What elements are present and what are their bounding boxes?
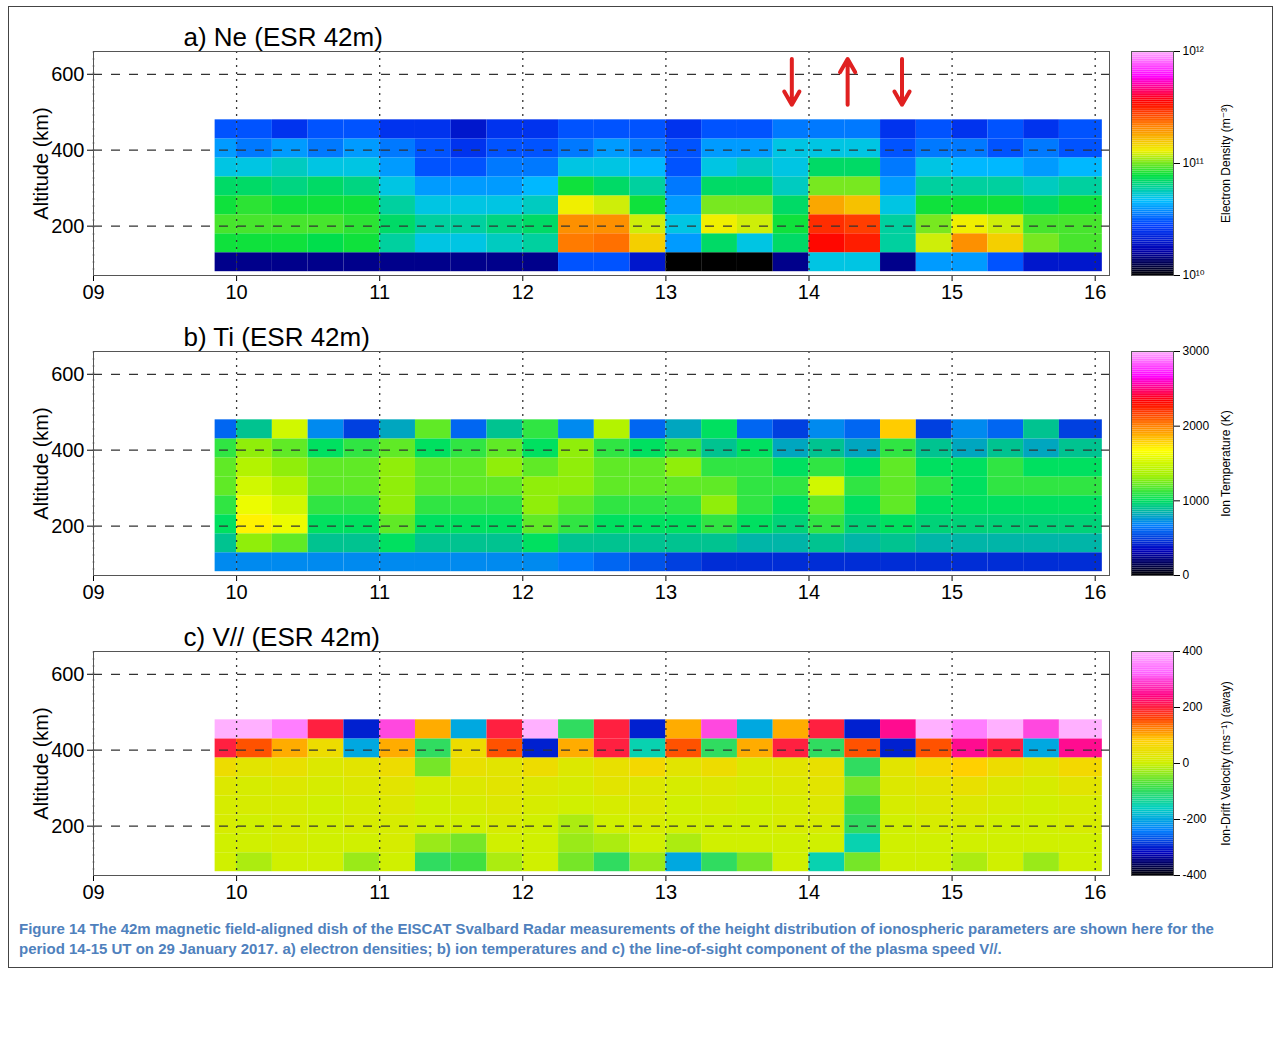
svg-text:Ion-Drift Velocity (ms⁻¹) (awa: Ion-Drift Velocity (ms⁻¹) (away) (1219, 681, 1233, 845)
svg-text:200: 200 (51, 515, 84, 537)
svg-text:-400: -400 (1183, 868, 1207, 882)
svg-text:13: 13 (655, 281, 677, 303)
svg-text:10¹⁰: 10¹⁰ (1183, 268, 1205, 282)
svg-text:16: 16 (1084, 881, 1106, 903)
svg-text:400: 400 (51, 139, 84, 161)
svg-text:400: 400 (51, 739, 84, 761)
svg-text:15: 15 (941, 881, 963, 903)
svg-text:Altitude (km): Altitude (km) (30, 707, 52, 819)
svg-text:10: 10 (225, 581, 247, 603)
svg-text:1000: 1000 (1183, 494, 1210, 508)
svg-text:3000: 3000 (1183, 344, 1210, 358)
svg-text:Electron Density (m⁻³): Electron Density (m⁻³) (1219, 104, 1233, 223)
svg-text:2000: 2000 (1183, 419, 1210, 433)
svg-text:600: 600 (51, 663, 84, 685)
svg-text:600: 600 (51, 63, 84, 85)
svg-text:14: 14 (798, 281, 820, 303)
svg-text:200: 200 (51, 815, 84, 837)
svg-text:10¹¹: 10¹¹ (1183, 156, 1204, 170)
svg-text:12: 12 (512, 281, 534, 303)
svg-text:400: 400 (1183, 644, 1203, 658)
svg-text:b) Ti (ESR 42m): b) Ti (ESR 42m) (184, 322, 370, 352)
svg-text:13: 13 (655, 581, 677, 603)
svg-text:Ion Temperature (K): Ion Temperature (K) (1219, 410, 1233, 517)
svg-text:11: 11 (369, 881, 390, 903)
svg-text:600: 600 (51, 363, 84, 385)
html-text:Figure 14 The 42m magnetic fie: Figure 14 The 42m magnetic field-aligned… (19, 920, 1214, 957)
svg-text:c) V// (ESR 42m): c) V// (ESR 42m) (184, 622, 380, 652)
svg-text:16: 16 (1084, 581, 1106, 603)
svg-text:09: 09 (82, 281, 104, 303)
svg-text:Altitude (km): Altitude (km) (30, 407, 52, 519)
svg-text:0: 0 (1183, 568, 1190, 582)
svg-text:10¹²: 10¹² (1183, 44, 1204, 58)
svg-text:11: 11 (369, 581, 390, 603)
svg-text:400: 400 (51, 439, 84, 461)
svg-text:200: 200 (1183, 700, 1203, 714)
svg-text:200: 200 (51, 215, 84, 237)
svg-text:0: 0 (1183, 756, 1190, 770)
svg-text:12: 12 (512, 881, 534, 903)
svg-text:-200: -200 (1183, 812, 1207, 826)
svg-text:11: 11 (369, 281, 390, 303)
svg-text:12: 12 (512, 581, 534, 603)
svg-text:09: 09 (82, 881, 104, 903)
svg-text:14: 14 (798, 581, 820, 603)
svg-text:14: 14 (798, 881, 820, 903)
svg-text:Altitude (km): Altitude (km) (30, 107, 52, 219)
svg-text:a) Ne (ESR 42m): a) Ne (ESR 42m) (184, 22, 383, 52)
svg-text:13: 13 (655, 881, 677, 903)
svg-text:15: 15 (941, 281, 963, 303)
svg-text:10: 10 (225, 281, 247, 303)
svg-text:09: 09 (82, 581, 104, 603)
svg-text:16: 16 (1084, 281, 1106, 303)
svg-text:10: 10 (225, 881, 247, 903)
svg-text:15: 15 (941, 581, 963, 603)
